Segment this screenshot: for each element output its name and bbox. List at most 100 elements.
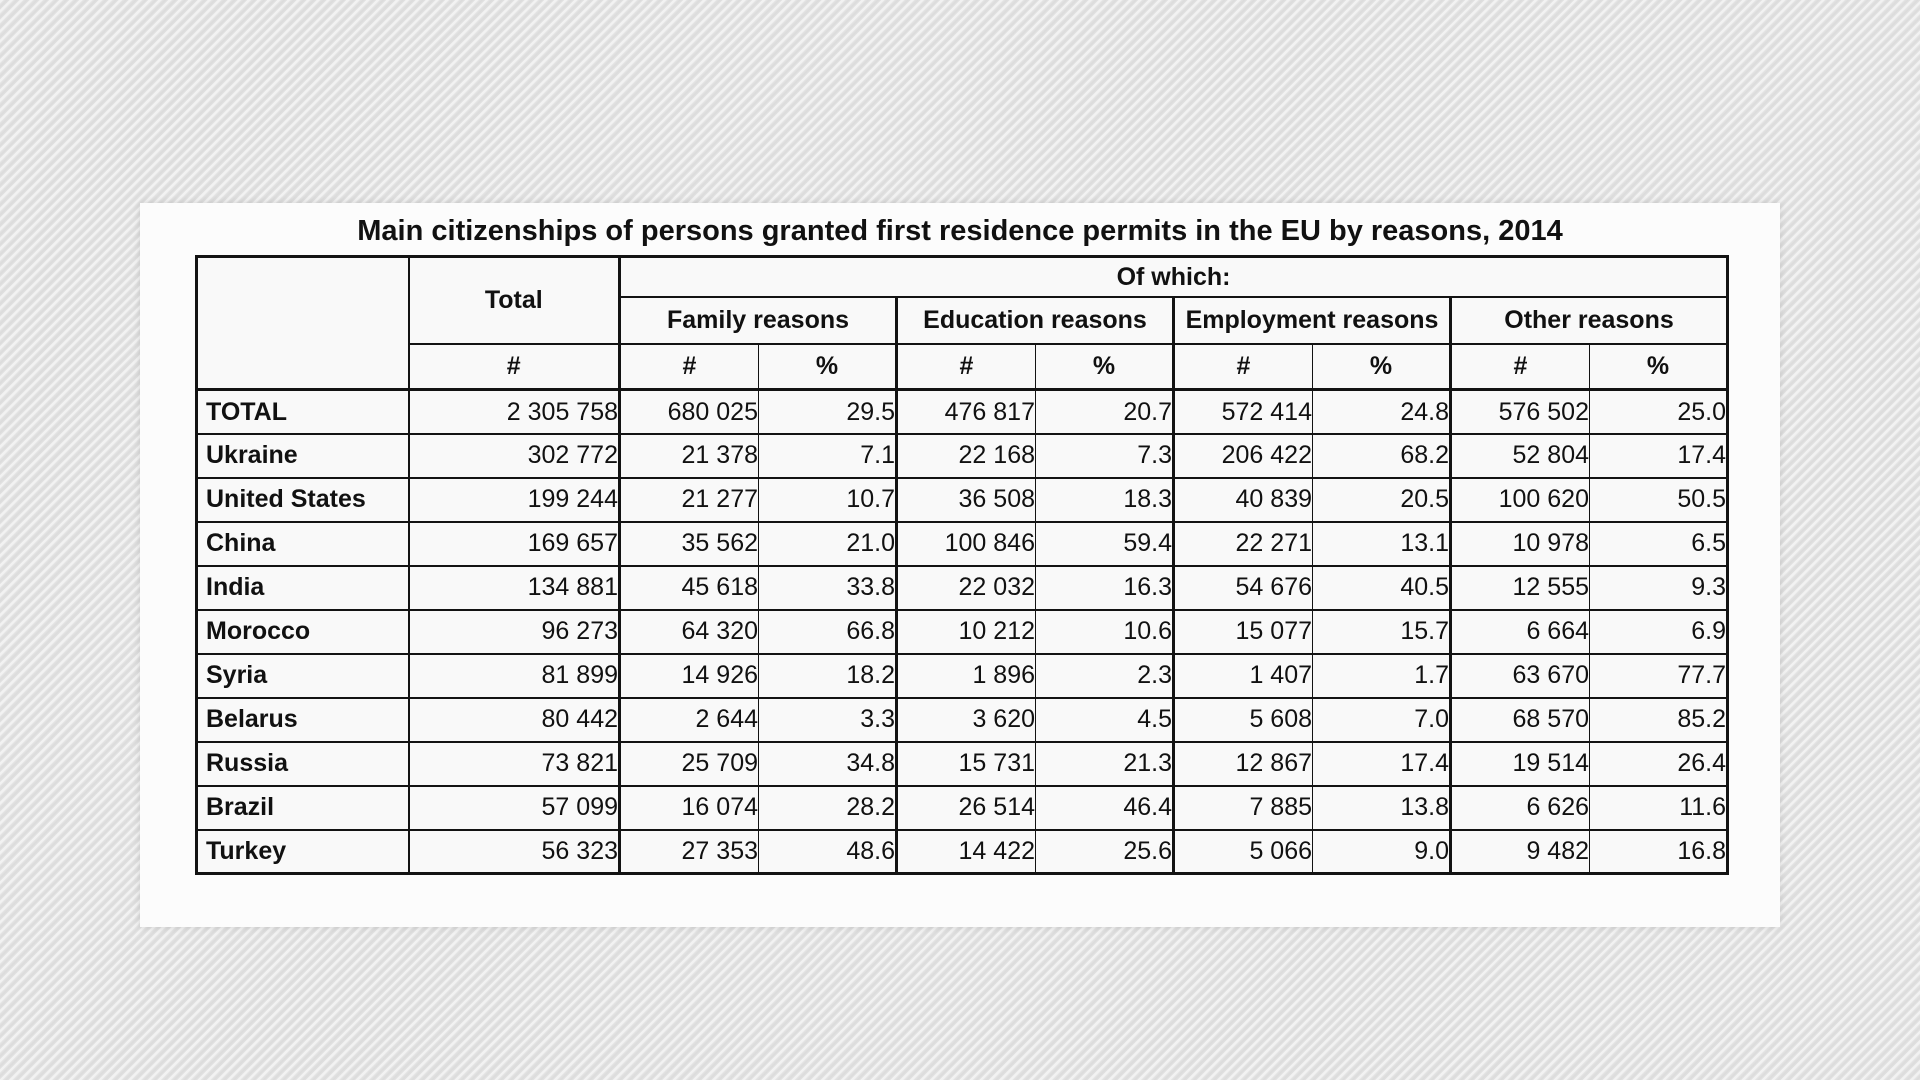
value-cell: 10 978 xyxy=(1449,520,1590,567)
row-label: Ukraine xyxy=(196,432,410,479)
value-cell: 6 626 xyxy=(1449,784,1590,831)
value-cell: 12 555 xyxy=(1449,564,1590,611)
value-cell: 21 378 xyxy=(618,432,759,479)
row-label: Belarus xyxy=(196,696,410,743)
count-symbol-header: # xyxy=(895,342,1036,391)
value-cell: 302 772 xyxy=(407,432,621,479)
value-cell: 17.4 xyxy=(1312,740,1452,787)
value-cell: 9.3 xyxy=(1588,564,1730,611)
value-cell: 96 273 xyxy=(407,608,621,655)
value-cell: 5 066 xyxy=(1172,828,1313,875)
value-cell: 13.1 xyxy=(1312,520,1452,567)
value-cell: 10 212 xyxy=(895,608,1036,655)
value-cell: 25.6 xyxy=(1035,828,1175,875)
value-cell: 24.8 xyxy=(1312,388,1452,435)
table-row: Russia 73 821 25 709 34.8 15 731 21.3 12 867 17… xyxy=(196,740,1730,787)
value-cell: 56 323 xyxy=(407,828,621,875)
value-cell: 27 353 xyxy=(618,828,759,875)
value-cell: 54 676 xyxy=(1172,564,1313,611)
value-cell: 57 099 xyxy=(407,784,621,831)
value-cell: 40 839 xyxy=(1172,476,1313,523)
value-cell: 46.4 xyxy=(1035,784,1175,831)
group-headers-row: Family reasons Education reasons Employmen… xyxy=(197,295,1730,345)
value-cell: 59.4 xyxy=(1035,520,1175,567)
group-header-other-reasons: Other reasons xyxy=(1448,295,1730,345)
value-cell: 7.3 xyxy=(1035,432,1175,479)
value-cell: 77.7 xyxy=(1588,652,1730,699)
total-column-header: Total xyxy=(407,256,621,345)
value-cell: 80 442 xyxy=(407,696,621,743)
value-cell: 2 644 xyxy=(618,696,759,743)
value-cell: 16 074 xyxy=(618,784,759,831)
table-row: Brazil 57 099 16 074 28.2 26 514 46.4 7 885 13.… xyxy=(196,784,1730,831)
group-header-education-reasons: Education reasons xyxy=(895,295,1175,345)
row-label: Turkey xyxy=(196,828,410,875)
value-cell: 29.5 xyxy=(758,388,898,435)
value-cell: 36 508 xyxy=(895,476,1036,523)
value-cell: 25 709 xyxy=(618,740,759,787)
value-cell: 19 514 xyxy=(1449,740,1590,787)
value-cell: 7.0 xyxy=(1312,696,1452,743)
value-cell: 16.3 xyxy=(1035,564,1175,611)
value-cell: 2 305 758 xyxy=(407,388,621,435)
value-cell: 11.6 xyxy=(1588,784,1730,831)
value-cell: 15 077 xyxy=(1172,608,1313,655)
value-cell: 68.2 xyxy=(1312,432,1452,479)
value-cell: 22 271 xyxy=(1172,520,1313,567)
table-row: India 134 881 45 618 33.8 22 032 16.3 54 676 40… xyxy=(196,564,1730,611)
value-cell: 5 608 xyxy=(1172,696,1313,743)
value-cell: 9.0 xyxy=(1312,828,1452,875)
of-which-header: Of which: xyxy=(617,256,1728,298)
value-cell: 66.8 xyxy=(758,608,898,655)
value-cell: 9 482 xyxy=(1449,828,1590,875)
group-header-family-reasons: Family reasons xyxy=(618,295,898,345)
table-row: Turkey 56 323 27 353 48.6 14 422 25.6 5 066 9.0… xyxy=(196,828,1730,875)
table-row: Ukraine 302 772 21 378 7.1 22 168 7.3 206 422 6… xyxy=(196,432,1730,479)
value-cell: 28.2 xyxy=(758,784,898,831)
row-label: India xyxy=(196,564,410,611)
row-label: United States xyxy=(196,476,410,523)
value-cell: 206 422 xyxy=(1172,432,1313,479)
value-cell: 25.0 xyxy=(1588,388,1730,435)
value-cell: 7 885 xyxy=(1172,784,1313,831)
percent-symbol-header: % xyxy=(1312,342,1452,391)
symbols-header-row: # #% #% #% #% xyxy=(197,342,1730,391)
table-row: TOTAL 2 305 758 680 025 29.5 476 817 20.7 572 … xyxy=(196,388,1730,435)
value-cell: 40.5 xyxy=(1312,564,1452,611)
table-row: Syria 81 899 14 926 18.2 1 896 2.3 1 407 1.7 63 … xyxy=(196,652,1730,699)
value-cell: 169 657 xyxy=(407,520,621,567)
value-cell: 476 817 xyxy=(895,388,1036,435)
value-cell: 26.4 xyxy=(1588,740,1730,787)
value-cell: 20.7 xyxy=(1035,388,1175,435)
table-row: Morocco 96 273 64 320 66.8 10 212 10.6 15 077 1… xyxy=(196,608,1730,655)
table-row: United States 199 244 21 277 10.7 36 508 18.3… xyxy=(196,476,1730,523)
value-cell: 63 670 xyxy=(1449,652,1590,699)
value-cell: 100 620 xyxy=(1449,476,1590,523)
table-row: China 169 657 35 562 21.0 100 846 59.4 22 271 1… xyxy=(196,520,1730,567)
value-cell: 68 570 xyxy=(1449,696,1590,743)
value-cell: 18.2 xyxy=(758,652,898,699)
value-cell: 13.8 xyxy=(1312,784,1452,831)
value-cell: 22 032 xyxy=(895,564,1036,611)
value-cell: 12 867 xyxy=(1172,740,1313,787)
value-cell: 15 731 xyxy=(895,740,1036,787)
value-cell: 1.7 xyxy=(1312,652,1452,699)
table-body: TOTAL 2 305 758 680 025 29.5 476 817 20.7 572 … xyxy=(196,388,1730,875)
row-label: Russia xyxy=(196,740,410,787)
value-cell: 45 618 xyxy=(618,564,759,611)
value-cell: 17.4 xyxy=(1588,432,1730,479)
value-cell: 33.8 xyxy=(758,564,898,611)
group-header-employment-reasons: Employment reasons xyxy=(1172,295,1452,345)
value-cell: 21 277 xyxy=(618,476,759,523)
table-row: Belarus 80 442 2 644 3.3 3 620 4.5 5 608 7.0 68 … xyxy=(196,696,1730,743)
value-cell: 3 620 xyxy=(895,696,1036,743)
count-symbol-header: # xyxy=(1449,342,1590,391)
value-cell: 3.3 xyxy=(758,696,898,743)
value-cell: 6.5 xyxy=(1588,520,1730,567)
row-label: Syria xyxy=(196,652,410,699)
row-label: China xyxy=(196,520,410,567)
value-cell: 26 514 xyxy=(895,784,1036,831)
value-cell: 576 502 xyxy=(1449,388,1590,435)
count-symbol-header: # xyxy=(1172,342,1313,391)
